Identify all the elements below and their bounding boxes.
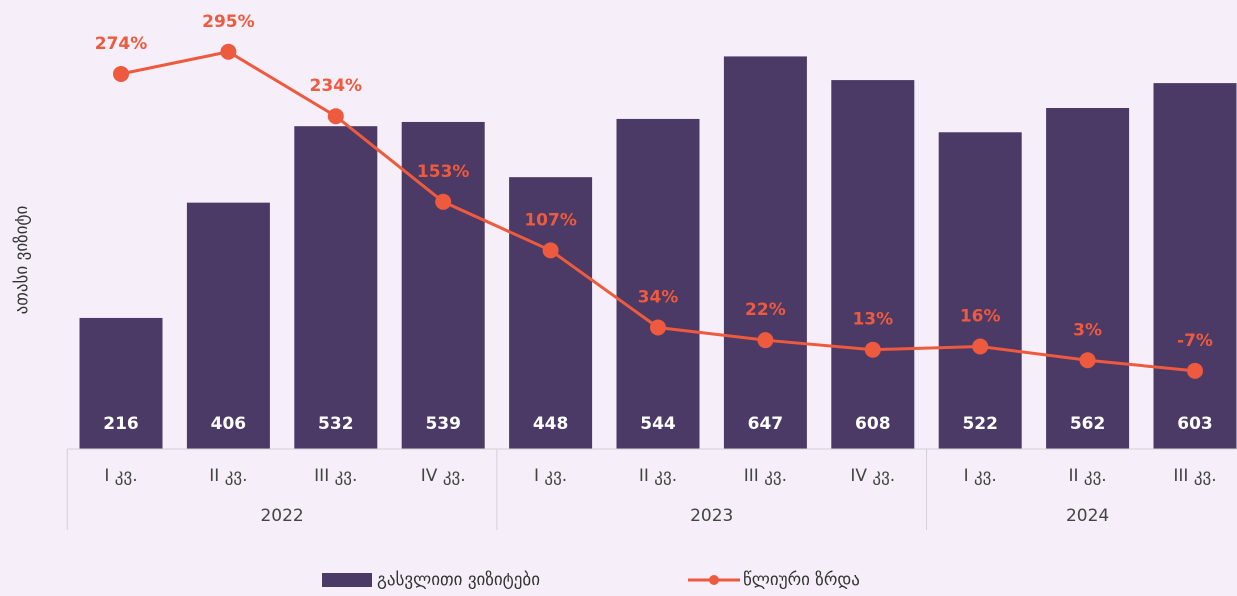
bar bbox=[509, 177, 593, 449]
growth-value-label: 107% bbox=[524, 210, 577, 230]
legend-label: გასვლითი ვიზიტები bbox=[377, 570, 540, 590]
bar-value-label: 603 bbox=[1177, 414, 1213, 434]
legend-swatch bbox=[322, 573, 372, 587]
growth-point bbox=[327, 108, 344, 125]
growth-value-label: 3% bbox=[1073, 320, 1102, 340]
group-label: 2024 bbox=[1066, 506, 1109, 526]
growth-point bbox=[1079, 352, 1096, 369]
x-tick-label: IV კვ. bbox=[850, 466, 895, 486]
growth-point bbox=[650, 319, 666, 336]
growth-value-label: -7% bbox=[1177, 331, 1213, 351]
x-tick-label: III კვ. bbox=[314, 466, 357, 486]
growth-value-label: 13% bbox=[852, 310, 893, 330]
growth-point bbox=[542, 242, 559, 259]
growth-value-label: 153% bbox=[417, 162, 470, 182]
group-label: 2022 bbox=[260, 506, 303, 526]
bar bbox=[831, 80, 915, 449]
bar bbox=[401, 121, 485, 450]
bar bbox=[616, 118, 700, 450]
bar bbox=[723, 56, 807, 450]
bar-value-label: 216 bbox=[103, 414, 139, 434]
x-tick-label: II კვ. bbox=[639, 466, 677, 486]
bar bbox=[79, 317, 163, 449]
growth-value-label: 295% bbox=[202, 12, 255, 32]
growth-point bbox=[1187, 362, 1203, 379]
growth-value-label: 274% bbox=[95, 34, 148, 54]
legend-marker bbox=[709, 575, 719, 585]
bar-value-label: 544 bbox=[640, 414, 676, 434]
growth-value-label: 16% bbox=[960, 307, 1001, 327]
bar-value-label: 608 bbox=[855, 414, 891, 434]
growth-point bbox=[757, 332, 774, 349]
bar-value-label: 532 bbox=[318, 414, 354, 434]
bar-value-label: 406 bbox=[211, 414, 247, 434]
bar bbox=[1153, 83, 1237, 450]
x-tick-label: II კვ. bbox=[209, 466, 247, 486]
bar bbox=[938, 132, 1022, 449]
x-tick-label: II კვ. bbox=[1068, 466, 1106, 486]
growth-value-label: 22% bbox=[745, 300, 786, 320]
x-tick-label: I კვ. bbox=[534, 466, 567, 486]
bar bbox=[186, 202, 270, 449]
growth-value-label: 34% bbox=[638, 288, 679, 308]
growth-value-label: 234% bbox=[310, 76, 363, 96]
bar-value-label: 562 bbox=[1070, 414, 1106, 434]
x-tick-label: III კვ. bbox=[1173, 466, 1216, 486]
group-label: 2023 bbox=[690, 506, 733, 526]
growth-point bbox=[864, 341, 881, 358]
x-tick-label: III კვ. bbox=[744, 466, 787, 486]
x-tick-label: IV კვ. bbox=[421, 466, 466, 486]
x-tick-label: I კვ. bbox=[964, 466, 997, 486]
bar bbox=[1046, 108, 1130, 450]
x-tick-label: I კვ. bbox=[104, 466, 137, 486]
bar bbox=[294, 126, 378, 449]
y-axis-label: ათასი ვიზიტი bbox=[12, 206, 32, 315]
growth-point bbox=[435, 193, 452, 210]
bar-value-label: 522 bbox=[962, 414, 998, 434]
bar-value-label: 647 bbox=[748, 414, 784, 434]
legend-label: წლიური ზრდა bbox=[743, 570, 860, 590]
bar-value-label: 448 bbox=[533, 414, 569, 434]
growth-point bbox=[972, 338, 989, 355]
growth-point bbox=[220, 43, 237, 60]
growth-point bbox=[113, 65, 129, 82]
bar-value-label: 539 bbox=[425, 414, 461, 434]
